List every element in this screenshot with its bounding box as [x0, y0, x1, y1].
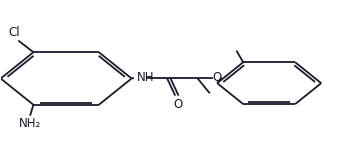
Text: O: O: [213, 71, 222, 84]
Text: O: O: [173, 98, 182, 111]
Text: Cl: Cl: [8, 26, 20, 39]
Text: NH₂: NH₂: [19, 117, 41, 130]
Text: NH: NH: [136, 71, 154, 84]
